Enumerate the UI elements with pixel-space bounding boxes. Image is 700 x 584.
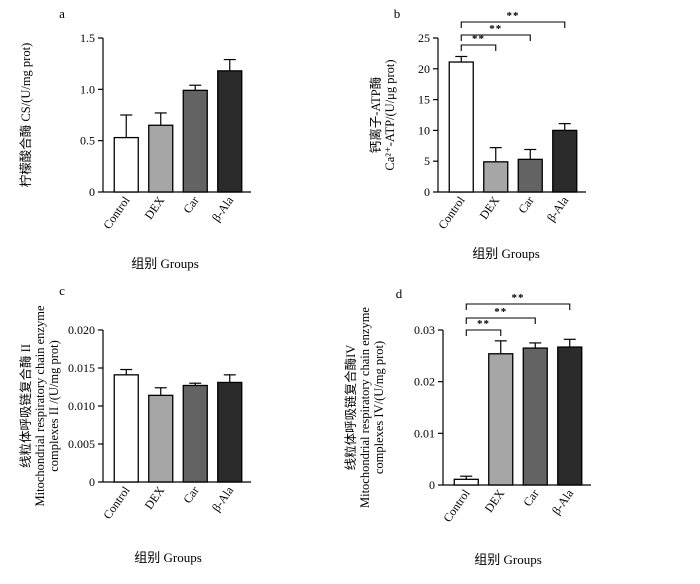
y-axis-title: Ca²⁺-ATP/(U/μg prot)	[383, 59, 397, 170]
x-tick-label: DEX	[142, 193, 168, 222]
x-axis-title: 组别 Groups	[474, 552, 542, 567]
y-axis-title: 钙离子-ATP酶	[368, 77, 383, 153]
significance-label: **	[512, 292, 525, 304]
panel-letter: b	[394, 6, 401, 21]
significance-label: **	[472, 33, 485, 45]
x-tick-label: Car	[515, 194, 536, 216]
y-tick-label: 0.02	[414, 375, 435, 389]
x-tick-label: β-Ala	[549, 486, 577, 517]
x-axis-title: 组别 Groups	[134, 550, 202, 565]
x-tick-label: DEX	[477, 193, 503, 222]
x-tick-label: β-Ala	[209, 193, 237, 224]
y-tick-label: 0.010	[68, 399, 95, 413]
bar-control	[113, 136, 139, 193]
y-tick-label: 0.005	[68, 437, 95, 451]
y-tick-label: 0	[429, 478, 435, 492]
y-tick-label: 1.0	[80, 82, 95, 96]
y-tick-label: 0	[89, 475, 95, 489]
significance-bracket	[460, 44, 497, 51]
bar-dex	[148, 394, 174, 483]
bar-car	[182, 384, 208, 483]
y-axis-title: complexes IV/(U/mg prot)	[372, 341, 386, 474]
bar-dex	[488, 353, 514, 486]
bar-control	[113, 374, 139, 483]
y-tick-label: 0.015	[68, 361, 95, 375]
x-tick-label: β-Ala	[544, 193, 572, 224]
y-axis-title: 柠檬酸合酶 CS/(U/mg prot)	[18, 43, 33, 187]
x-tick-label: Control	[435, 193, 468, 232]
y-axis-title: Mitochondrial respiratory chain enzyme	[358, 307, 372, 508]
significance-bracket	[460, 34, 531, 41]
bar-dex	[148, 124, 174, 193]
y-tick-label: 0.020	[68, 323, 95, 337]
y-axis-title: Mitochondrial respiratory chain enzyme	[33, 305, 47, 506]
y-axis-title: complexes II /(U/mg prot)	[47, 340, 61, 472]
x-axis-title: 组别 Groups	[472, 246, 540, 261]
chart-panel-d: d 0 0.01 0.02 0.03 Control DEX Car β-Ala 线粒体呼吸链复合…	[343, 286, 591, 567]
y-tick-label: 0	[424, 185, 430, 199]
panel-letter: a	[59, 6, 65, 21]
chart-panel-a: a 0 0.5 1.0 1.5 Control DEX Car β-Ala 柠檬酸合酶 CS/(U…	[18, 6, 251, 271]
x-axis-title: 组别 Groups	[131, 256, 199, 271]
y-tick-label: 0.01	[414, 426, 435, 440]
significance-bracket	[460, 21, 566, 28]
significance-bracket	[465, 329, 502, 336]
y-tick-label: 0.5	[80, 134, 95, 148]
significance-label: **	[477, 318, 490, 330]
significance-label: **	[507, 10, 520, 22]
bar-car	[182, 89, 208, 193]
significance-label: **	[494, 306, 507, 318]
y-tick-label: 5	[424, 154, 430, 168]
y-axis-title: 线粒体呼吸链复合酶 II	[18, 344, 33, 468]
x-tick-label: Car	[180, 194, 201, 216]
panel-letter: c	[59, 283, 65, 298]
panel-letter: d	[396, 286, 403, 301]
y-tick-label: 10	[418, 123, 430, 137]
y-tick-label: 1.5	[80, 31, 95, 45]
y-tick-label: 15	[418, 93, 430, 107]
bar-control	[448, 61, 474, 193]
chart-panel-c: c 0 0.005 0.010 0.015 0.020 Control DEX Car β-Ala…	[18, 283, 251, 565]
bar-dex	[483, 161, 509, 193]
significance-bracket	[465, 303, 571, 310]
bar-ala	[552, 129, 578, 193]
x-tick-label: β-Ala	[209, 483, 237, 514]
y-tick-label: 25	[418, 31, 430, 45]
significance-label: **	[489, 23, 502, 35]
x-tick-label: Control	[100, 193, 133, 232]
bar-ala	[557, 346, 583, 486]
chart-panel-b: b 0 5 10 15 20 25 Control DEX Car β-Ala 钙离子-ATP酶 Ca²…	[368, 6, 586, 261]
bar-car	[517, 158, 543, 193]
bar-control	[453, 478, 479, 486]
y-tick-label: 0	[89, 185, 95, 199]
significance-bracket	[465, 317, 536, 324]
y-tick-label: 20	[418, 62, 430, 76]
x-tick-label: DEX	[482, 486, 508, 515]
x-tick-label: Control	[100, 483, 133, 522]
x-tick-label: Car	[180, 484, 201, 506]
y-tick-label: 0.03	[414, 323, 435, 337]
bar-ala	[217, 381, 243, 483]
x-tick-label: DEX	[142, 483, 168, 512]
bar-car	[522, 347, 548, 486]
y-axis-title: 线粒体呼吸链复合酶IV	[343, 345, 358, 471]
x-tick-label: Control	[440, 486, 473, 525]
bar-ala	[217, 70, 243, 193]
x-tick-label: Car	[520, 487, 541, 509]
